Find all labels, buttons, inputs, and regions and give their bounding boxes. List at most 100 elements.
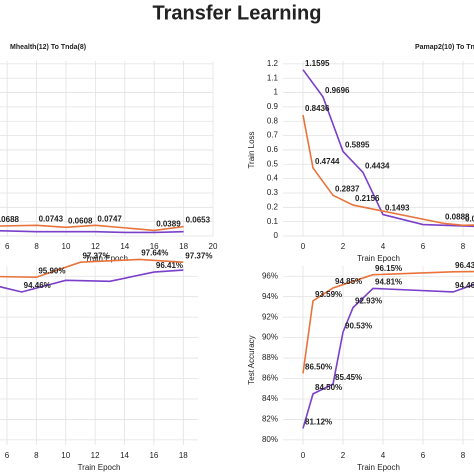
series-line [0,230,184,234]
y-tick-label: 96% [262,271,278,280]
data-label: 96.41% [156,261,183,270]
data-label: 97.37% [82,251,109,260]
data-label: 81.12% [305,418,332,427]
y-tick-label: 0.4 [267,174,279,183]
y-axis-label: Train Loss [247,131,256,168]
x-tick-label: 0 [301,242,306,251]
panel: 80%82%84%86%88%90%92%94%96%0246810121416… [0,249,212,472]
y-tick-label: 94% [262,292,278,301]
data-label: 92.93% [355,297,382,306]
panel-title: Pamap2(10) To Tnd [415,44,474,51]
x-tick-label: 4 [381,242,386,251]
data-label: 94.85% [335,277,362,286]
x-axis-label: Train Epoch [78,463,121,472]
x-tick-label: 6 [421,451,426,460]
data-label: 0.0743 [39,214,64,223]
x-tick-label: 6 [421,242,426,251]
y-tick-label: 84% [262,394,278,403]
x-axis-label: Train Epoch [357,254,400,263]
x-tick-label: 2 [341,451,346,460]
y-tick-label: 0.3 [267,188,279,197]
series-line [0,258,184,279]
y-tick-label: 0.1 [267,217,279,226]
series-line [302,114,474,227]
y-tick-label: 1 [274,88,279,97]
series-line [0,224,184,232]
data-label: 0.9696 [325,86,350,95]
data-label: 0.4744 [315,157,340,166]
x-axis-label: Train Epoch [85,254,128,263]
panel-title: Mhealth(12) To Tnda(8) [10,44,86,51]
data-label: 94.81% [375,278,402,287]
y-tick-label: 90% [262,333,278,342]
data-label: 0.2156 [355,194,380,203]
data-label: 0.0389 [156,220,181,229]
data-label: 0.0747 [97,214,122,223]
data-label: 86.50% [305,363,332,372]
data-label: 0.0608 [68,216,93,225]
panel: 00.10.20.30.40.50.60.70.80.911.11.202468… [0,44,218,263]
x-tick-label: 18 [179,451,188,460]
x-tick-label: 20 [209,242,218,251]
y-tick-label: 1.1 [267,73,279,82]
y-tick-label: 0.9 [267,102,279,111]
data-label: 0.0653 [186,216,211,225]
x-tick-label: 16 [149,451,158,460]
data-label: 0.5895 [345,141,370,150]
x-tick-label: 8 [34,242,39,251]
y-tick-label: 0.6 [267,145,279,154]
y-tick-label: 0.2 [267,202,279,211]
series-line [302,69,474,228]
x-tick-label: 12 [91,451,100,460]
x-tick-label: 12 [91,242,100,251]
y-axis-label: Test Accuracy [247,335,256,384]
data-label: 90.53% [345,321,372,330]
x-tick-label: 0 [301,451,306,460]
figure-title: Transfer Learning [153,2,322,24]
data-label: 96.43% [455,261,474,270]
data-label: 96.15% [375,264,402,273]
y-tick-label: 88% [262,353,278,362]
x-tick-label: 18 [179,242,188,251]
data-label: 0.0743 [465,214,474,223]
data-label: 0.4434 [365,162,390,171]
y-tick-label: 80% [262,435,278,444]
data-label: 0.1493 [385,204,410,213]
y-tick-label: 82% [262,415,278,424]
data-label: 84.50% [315,383,342,392]
data-label: 85.45% [335,373,362,382]
x-tick-label: 6 [5,451,10,460]
x-tick-label: 10 [62,242,71,251]
x-tick-label: 10 [61,451,70,460]
y-tick-label: 0.5 [267,159,279,168]
data-label: 95.90% [38,266,65,275]
series-line [302,270,474,374]
x-tick-label: 8 [461,242,466,251]
series-line [0,269,184,293]
y-tick-label: 0.7 [267,131,279,140]
data-label: 94.46% [24,281,51,290]
data-label: 97.37% [185,251,212,260]
y-tick-label: 86% [262,374,278,383]
data-label: 0.8436 [305,104,330,113]
y-tick-label: 0.8 [267,116,279,125]
y-tick-label: 1.2 [267,59,279,68]
x-tick-label: 8 [34,451,39,460]
x-tick-label: 14 [120,242,129,251]
data-label: 0.0888 [445,212,470,221]
series-line [302,283,474,429]
data-label: 97.64% [141,249,168,258]
x-tick-label: 2 [341,242,346,251]
data-label: 93.59% [315,290,342,299]
x-tick-label: 4 [381,451,386,460]
x-tick-label: 8 [461,451,466,460]
panel: 0 0.1 0.2 0.3 0.4 0.5 0.6 0.7 0.8 0.9 1 1.1 1.2 0 2 4 6 8… [247,44,474,263]
data-label: 1.1595 [305,59,330,68]
panel: 80%82%84%86%88%90%92%94%96%0246810Train … [247,261,474,472]
y-tick-label: 0 [274,231,279,240]
y-tick-label: 92% [262,312,278,321]
x-axis-label: Train Epoch [357,463,400,472]
data-label: 0.2837 [335,184,360,193]
x-tick-label: 14 [120,451,129,460]
